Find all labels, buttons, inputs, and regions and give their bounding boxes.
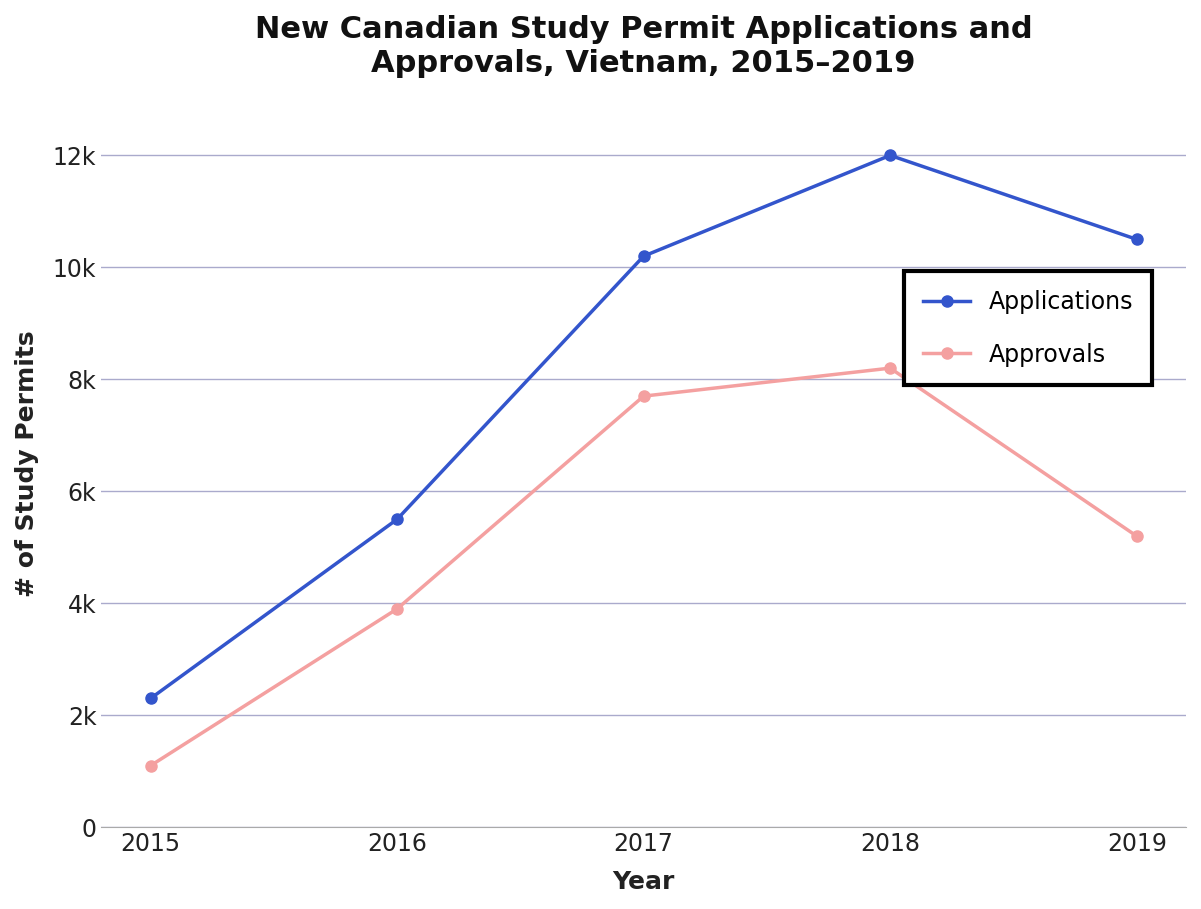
Y-axis label: # of Study Permits: # of Study Permits bbox=[14, 330, 38, 596]
Legend: Applications, Approvals: Applications, Approvals bbox=[904, 271, 1153, 385]
X-axis label: Year: Year bbox=[613, 870, 675, 894]
Title: New Canadian Study Permit Applications and
Approvals, Vietnam, 2015–2019: New Canadian Study Permit Applications a… bbox=[255, 15, 1033, 77]
